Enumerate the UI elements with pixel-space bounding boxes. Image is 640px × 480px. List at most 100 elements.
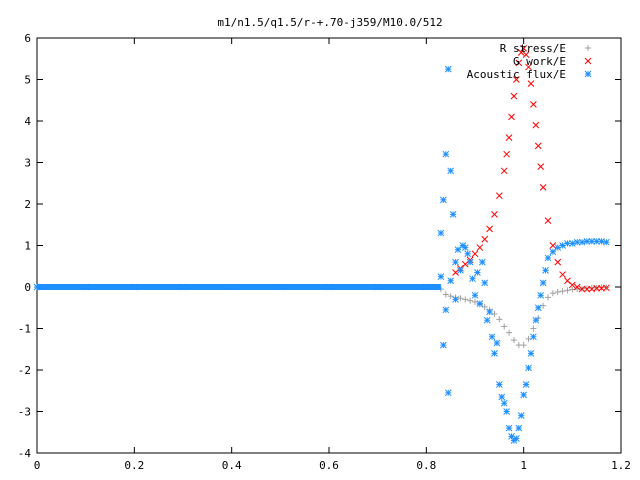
data-point [530,333,537,341]
data-point [495,192,503,200]
data-point [603,284,610,292]
data-point [488,333,496,341]
x-tick-label: 1.2 [611,459,631,472]
data-point [554,288,561,295]
axis-ticks: 0 0.2 0.4 0.6 0.8 1 1.2 -4 -3 -2 -1 0 1 2 3 4 5 6 [18,32,631,472]
data-point [442,150,450,158]
data-point [568,281,576,289]
data-point [564,240,571,247]
data-point [527,350,535,357]
data-point [130,283,138,291]
data-point [457,295,464,302]
data-point [462,296,469,303]
data-point [537,291,545,299]
data-point [525,335,532,342]
data-point [544,217,552,224]
data-point [559,271,566,278]
chart-title: m1/n1.5/q1.5/r-+.70-j359/M10.0/512 [217,16,442,29]
data-point [228,283,236,291]
data-point [503,150,510,158]
x-tick-label: 0.8 [416,459,436,472]
data-point [449,211,457,218]
data-point [476,244,484,251]
data-point [568,240,576,247]
y-tick-label: 4 [24,115,31,128]
series-1 [452,45,610,293]
data-point [464,250,472,258]
data-point [515,424,523,432]
data-point [513,435,520,442]
data-point [510,92,518,100]
data-point [530,325,537,332]
data-point [554,244,562,251]
y-tick-label: 1 [24,240,31,253]
data-point [486,225,493,233]
data-point [593,284,601,292]
data-point [534,304,542,312]
legend-marker [584,70,592,78]
data-point [447,167,455,175]
series-0 [437,284,610,349]
y-tick-label: -3 [18,406,31,419]
legend-label: R stress/E [500,42,566,55]
data-point [33,283,41,291]
data-point [503,408,510,415]
data-point [539,184,547,191]
data-point [437,229,445,237]
x-tick-label: 0.6 [319,459,339,472]
data-point [466,258,474,266]
data-point [440,196,447,204]
y-tick-label: -4 [18,447,32,460]
data-point [276,283,284,291]
data-point [559,288,566,295]
data-point [442,291,449,298]
data-point [522,51,530,58]
data-point [549,248,557,256]
data-point [537,163,545,171]
data-point [534,142,542,150]
data-point [539,279,547,287]
data-point [578,285,586,293]
series-2 [33,65,610,444]
data-point [491,350,498,357]
data-point [82,283,90,291]
data-point [517,412,525,420]
data-point [603,238,610,246]
data-point [505,424,513,432]
data-point [508,113,515,121]
data-point [498,393,506,401]
data-point [510,337,517,344]
data-point [532,121,540,129]
data-point [520,342,527,349]
data-point [457,267,464,274]
data-point [325,283,333,291]
data-point [472,298,478,305]
data-point [452,258,459,266]
y-tick-label: 0 [24,281,31,294]
data-point [437,273,445,280]
data-point [442,306,450,314]
y-tick-label: 6 [24,32,31,45]
data-point [474,269,481,276]
data-point [517,49,525,56]
data-point [500,167,508,175]
data-point [452,296,459,303]
legend-marker [584,57,592,65]
y-tick-label: 5 [24,74,31,87]
data-point [476,300,484,307]
data-point [522,381,530,388]
data-point [525,364,532,372]
data-point [481,303,488,310]
x-tick-label: 0 [34,459,41,472]
data-point [486,308,493,316]
data-point [440,341,447,349]
data-point [573,283,581,291]
x-tick-label: 0.4 [222,459,242,472]
data-point [527,80,535,88]
data-point [532,316,540,324]
data-point [505,134,513,141]
plot-marks [33,45,610,444]
data-point [447,293,454,300]
